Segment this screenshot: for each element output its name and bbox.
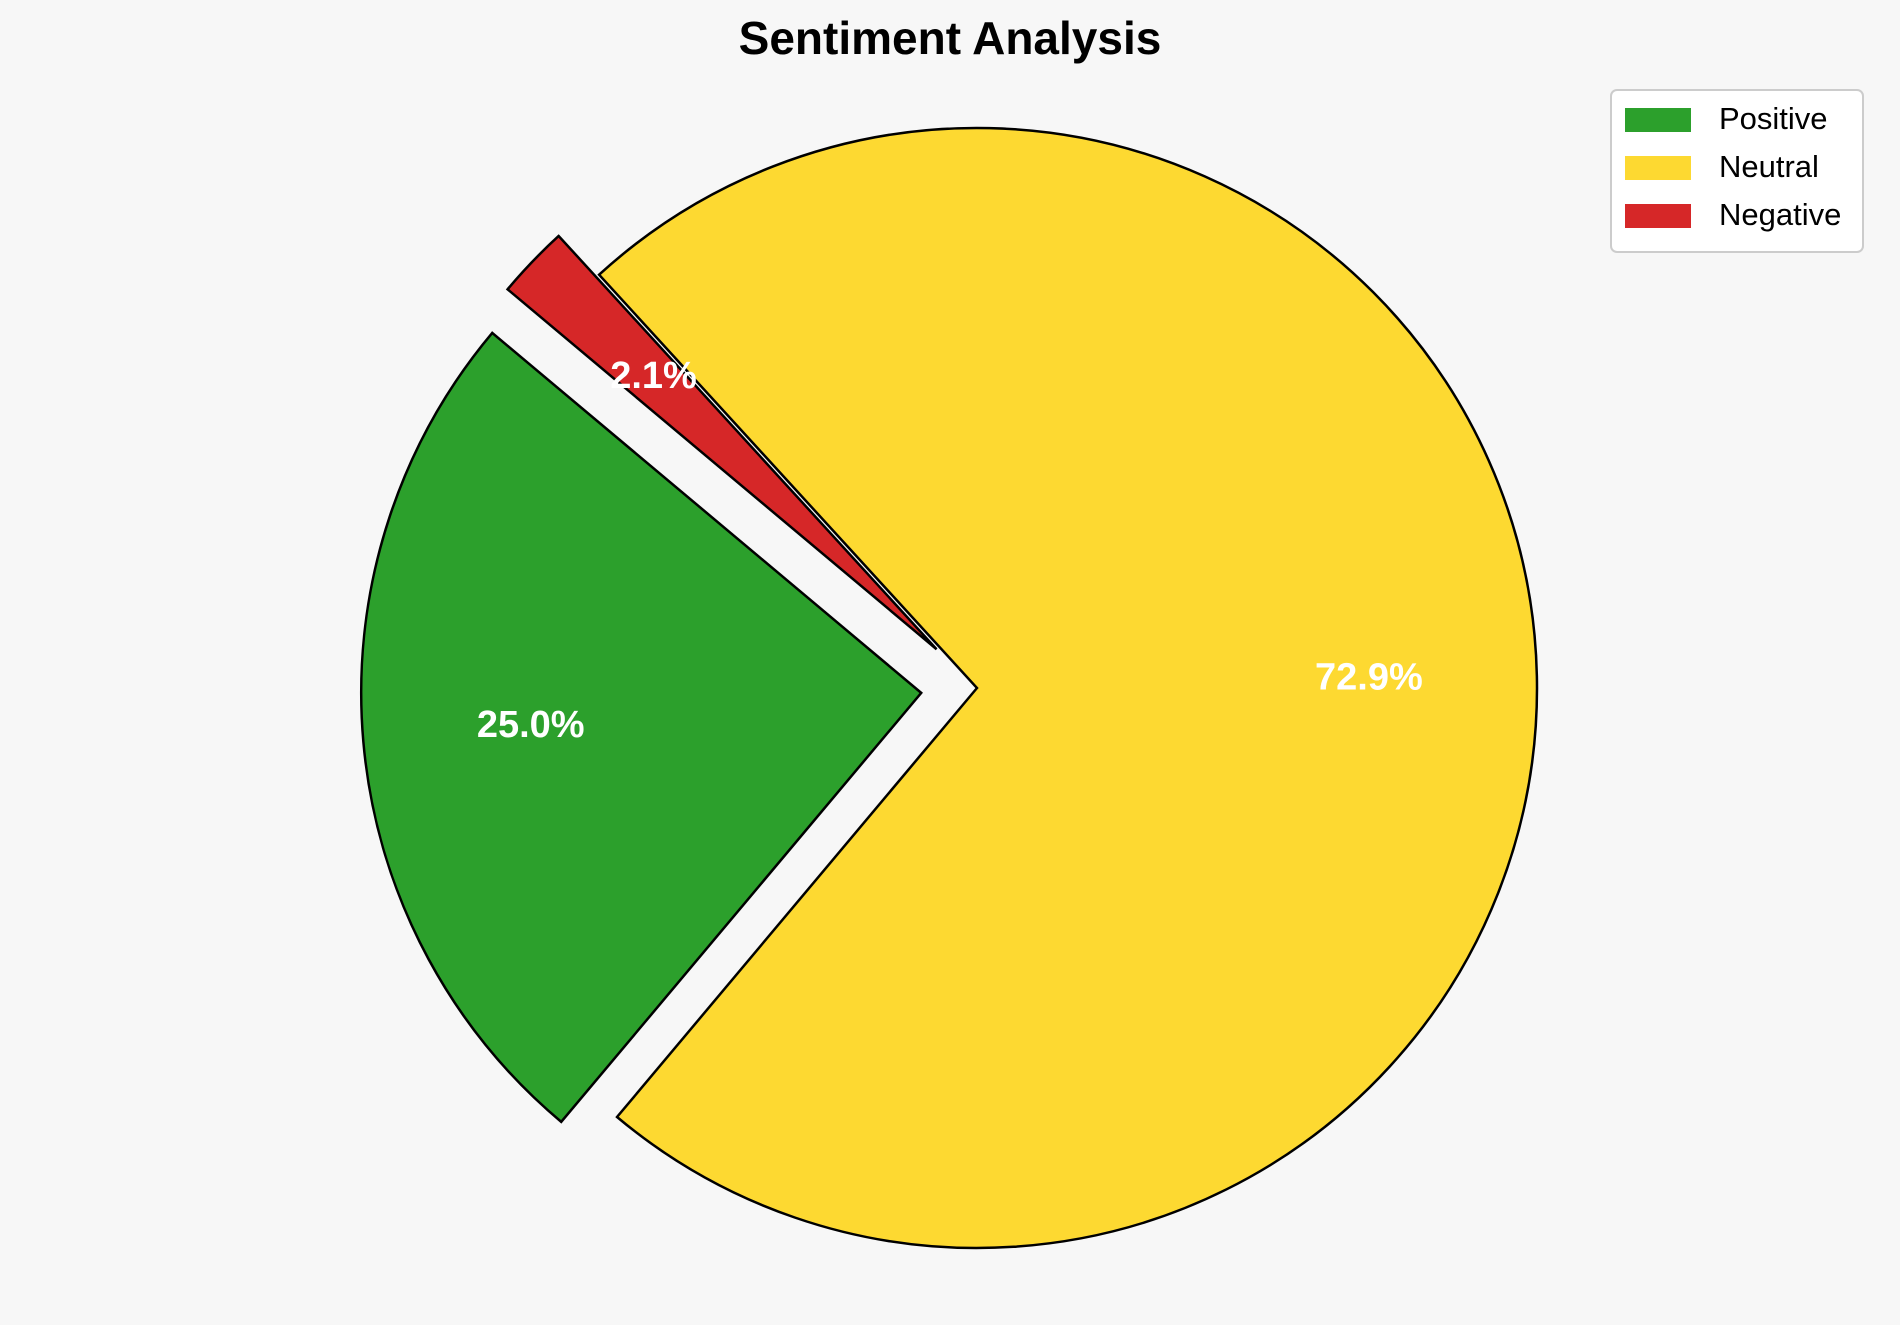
slice-labels: 25.0% 72.9% 2.1%: [477, 355, 1423, 746]
pie-slice-positive: [359, 331, 923, 1124]
pie-slice-negative: [505, 234, 938, 651]
legend: Positive Neutral Negative: [1610, 89, 1864, 253]
slice-label-positive: 25.0%: [477, 704, 585, 746]
chart-title: Sentiment Analysis: [739, 12, 1162, 64]
legend-label-neutral: Neutral: [1719, 149, 1819, 184]
pie-slice-neutral: [597, 126, 1539, 1250]
pie-slices: [359, 126, 1539, 1250]
legend-label-negative: Negative: [1719, 197, 1841, 232]
legend-swatch-negative: [1625, 204, 1691, 228]
legend-swatch-neutral: [1625, 156, 1691, 180]
slice-label-negative: 2.1%: [610, 355, 697, 397]
legend-label-positive: Positive: [1719, 101, 1828, 136]
slice-label-neutral: 72.9%: [1315, 657, 1423, 699]
legend-swatch-positive: [1625, 108, 1691, 132]
